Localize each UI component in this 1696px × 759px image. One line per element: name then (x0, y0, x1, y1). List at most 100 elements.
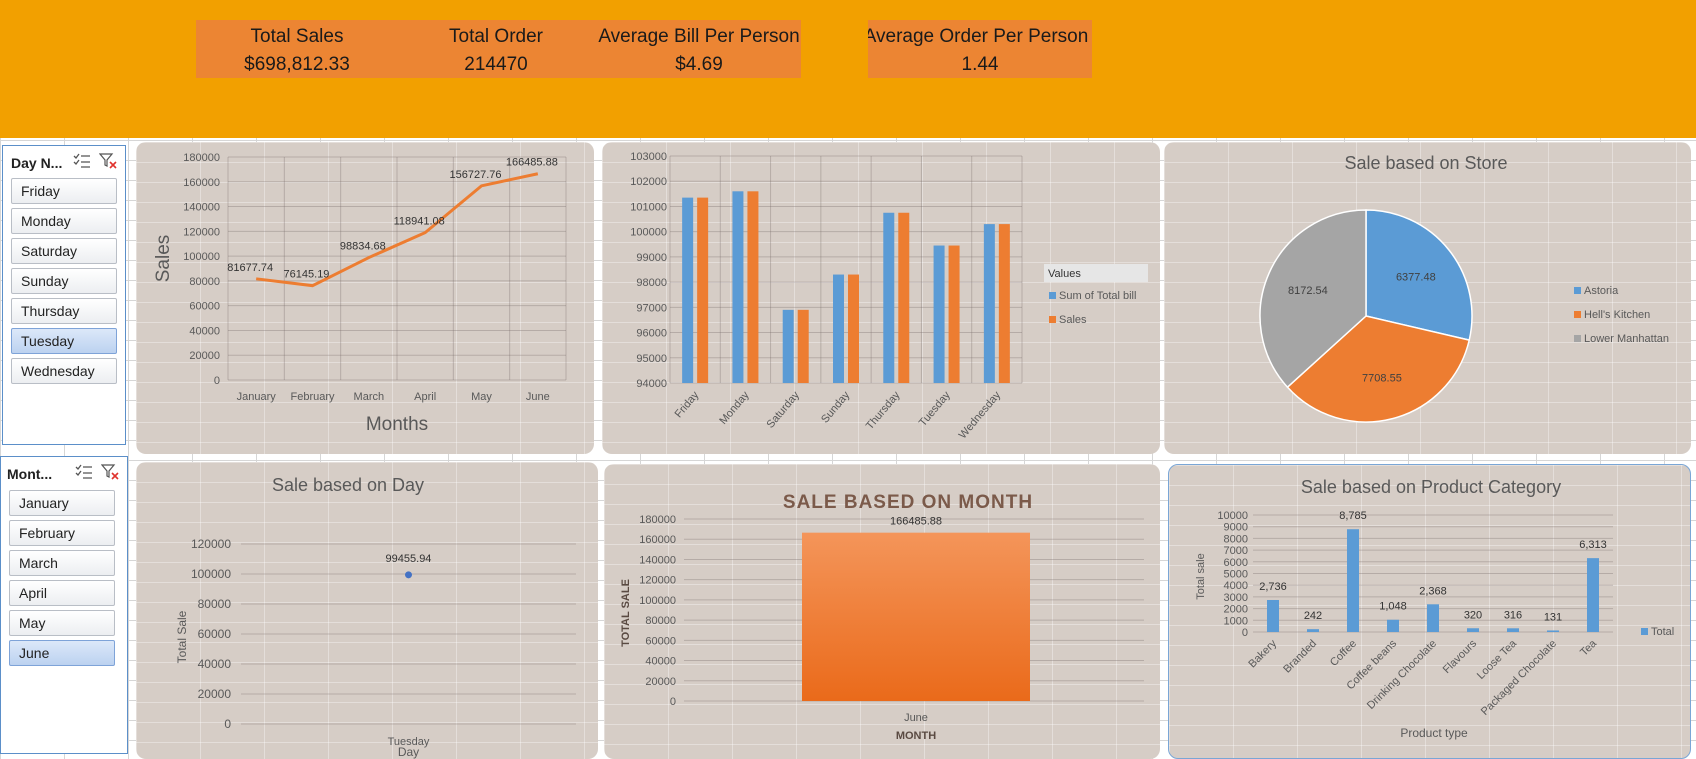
y-tick-label: 0 (214, 375, 220, 387)
bar-chart-svg: 94000 95000 96000 97000 98000 99000 100000 1010… (630, 151, 1148, 441)
chart-title: Sale based on Store (1344, 153, 1507, 173)
kpi-label: Average Order Per Person (868, 26, 1089, 47)
bar-loose-tea (1507, 628, 1519, 632)
data-label: 320 (1464, 609, 1482, 621)
y-tick-label: 95000 (636, 353, 667, 365)
y-tick-label: 120000 (191, 537, 231, 551)
month-slicer-item-february[interactable]: February (9, 520, 115, 546)
multi-select-icon[interactable] (75, 464, 93, 480)
legend-label: Hell's Kitchen (1584, 309, 1650, 321)
y-tick-label: 100000 (639, 595, 676, 607)
y-tick-label: 40000 (198, 657, 232, 671)
bar-sum-of-total-bill (732, 191, 744, 383)
month-slicer-item-may[interactable]: May (9, 610, 115, 636)
kpi-total-sales: Total Sales $698,812.33 (217, 24, 377, 78)
x-axis-title: Months (366, 414, 428, 435)
day-slicer-item-sunday[interactable]: Sunday (11, 268, 117, 294)
y-tick-label: 160000 (639, 534, 676, 546)
day-slicer-item-thursday[interactable]: Thursday (11, 298, 117, 324)
slicer-title: Day N... (11, 155, 63, 171)
multi-select-icon[interactable] (73, 153, 91, 169)
y-axis-title: Total Sale (175, 610, 189, 663)
day-scatter-chart[interactable]: Sale based on Day 0 20000 40000 60000 80000 10… (136, 462, 598, 759)
x-tick-label: March (354, 391, 385, 403)
pie-chart-svg: Sale based on Store 6377.48 7708.55 8172.54… (1259, 153, 1669, 423)
x-tick-label: Thursday (864, 389, 903, 432)
data-label: 8,785 (1339, 510, 1367, 522)
x-axis-title: Product type (1400, 726, 1468, 740)
data-label: 166485.88 (506, 157, 558, 169)
data-label: 2,368 (1419, 585, 1447, 597)
x-tick-label: June (526, 391, 550, 403)
day-slicer-item-tuesday[interactable]: Tuesday (11, 328, 117, 354)
month-slicer[interactable]: Mont... January February March April May June (0, 456, 128, 754)
y-axis-title: Sales (153, 235, 174, 283)
data-label: 2,736 (1259, 581, 1287, 593)
y-tick-label: 60000 (189, 301, 220, 313)
x-tick-label: Sunday (819, 389, 852, 426)
clear-filter-icon[interactable] (99, 153, 117, 169)
data-label: 316 (1504, 609, 1522, 621)
y-tick-label: 80000 (198, 597, 232, 611)
y-tick-label: 40000 (189, 325, 220, 337)
month-bar-chart[interactable]: SALE BASED ON MONTH 0 20000 40000 60000 80000… (604, 464, 1160, 759)
day-slicer-item-saturday[interactable]: Saturday (11, 238, 117, 264)
store-pie-chart[interactable]: Sale based on Store 6377.48 7708.55 8172.54… (1164, 142, 1691, 454)
day-bar-chart[interactable]: 94000 95000 96000 97000 98000 99000 100000 1010… (602, 142, 1160, 454)
y-tick-label: 94000 (636, 378, 667, 390)
y-tick-label: 100000 (183, 251, 220, 263)
y-tick-label: 7000 (1224, 545, 1248, 557)
data-label: 156727.76 (450, 169, 502, 181)
day-slicer-item-monday[interactable]: Monday (11, 208, 117, 234)
y-tick-label: 120000 (183, 226, 220, 238)
month-slicer-item-march[interactable]: March (9, 550, 115, 576)
data-label: 98834.68 (340, 241, 386, 253)
data-label: 118941.08 (394, 216, 445, 228)
x-tick-label: Packaged Chocolate (1479, 638, 1559, 718)
x-tick-label: Tea (1578, 637, 1600, 659)
y-tick-label: 60000 (645, 635, 676, 647)
y-tick-label: 60000 (198, 627, 232, 641)
month-bar-chart-svg: SALE BASED ON MONTH 0 20000 40000 60000 80000… (620, 492, 1144, 742)
month-slicer-item-june[interactable]: June (9, 640, 115, 666)
line-chart-svg: 0 20000 40000 60000 80000 100000 120000 140000 1… (153, 152, 567, 435)
legend-title: Values (1048, 268, 1081, 280)
y-tick-label: 20000 (198, 687, 232, 701)
category-bar-chart[interactable]: Sale based on Product Category 0 1000 2000 3… (1168, 464, 1691, 759)
bar-sales (898, 212, 910, 383)
month-slicer-item-january[interactable]: January (9, 490, 115, 516)
clear-filter-icon[interactable] (101, 464, 119, 480)
y-tick-label: 40000 (645, 656, 676, 668)
legend-swatch (1574, 311, 1581, 318)
data-label: 131 (1544, 611, 1562, 623)
legend-swatch (1049, 292, 1056, 299)
category-bar-chart-svg: Sale based on Product Category0100020003… (1195, 477, 1674, 740)
kpi-value: $698,812.33 (244, 54, 350, 75)
x-tick-label: Tuesday (917, 389, 953, 429)
y-tick-label: 0 (670, 696, 676, 708)
legend-swatch (1574, 287, 1581, 294)
day-slicer-item-friday[interactable]: Friday (11, 178, 117, 204)
x-tick-label: Tuesday (388, 736, 430, 748)
bar-sum-of-total-bill (782, 309, 794, 383)
y-tick-label: 98000 (636, 277, 667, 289)
day-slicer-item-wednesday[interactable]: Wednesday (11, 358, 117, 384)
chart-title: Sale based on Product Category (1301, 477, 1561, 497)
y-tick-label: 9000 (1224, 522, 1248, 534)
data-label: 242 (1304, 610, 1322, 622)
x-tick-label: Bakery (1246, 637, 1279, 670)
series-line (255, 172, 539, 288)
y-tick-label: 10000 (1217, 510, 1248, 522)
sales-by-month-line-chart[interactable]: 0 20000 40000 60000 80000 100000 120000 140000 1… (136, 142, 594, 454)
y-tick-label: 101000 (630, 201, 667, 213)
kpi-label: Average Bill Per Person (598, 26, 800, 47)
data-label: 166485.88 (890, 516, 942, 528)
chart-title: Sale based on Day (272, 475, 424, 495)
month-slicer-item-april[interactable]: April (9, 580, 115, 606)
day-slicer[interactable]: Day N... Friday Monday Saturday Sunday Thurs… (2, 145, 126, 445)
x-tick-label: Friday (673, 389, 702, 421)
y-tick-label: 80000 (189, 276, 220, 288)
slice-label: 8172.54 (1288, 285, 1328, 297)
pie-slice-astoria (1365, 209, 1473, 342)
bar-drinking-chocolate (1427, 604, 1439, 632)
